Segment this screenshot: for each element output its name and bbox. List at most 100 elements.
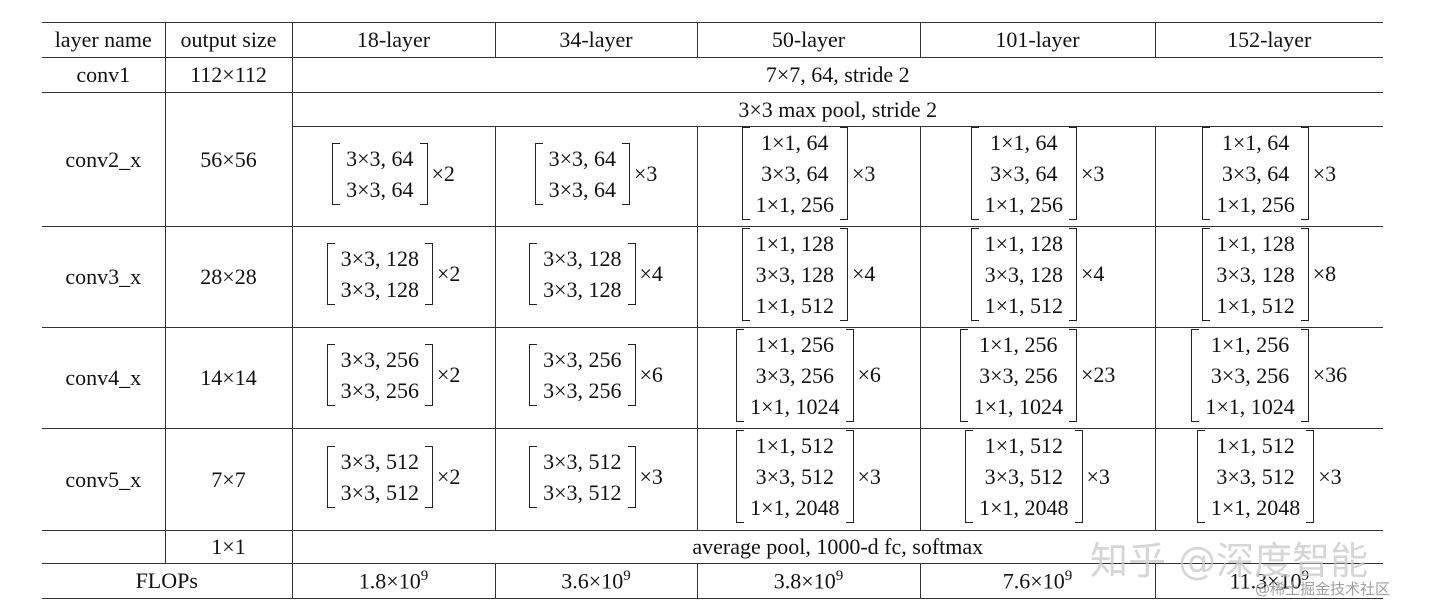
block-line: 3×3, 64	[548, 176, 616, 202]
block-line: 3×3, 64	[1221, 161, 1290, 186]
block-cell: 1×1, 256 3×3, 256 1×1, 1024 ×36	[1155, 327, 1383, 429]
bracket-left	[534, 142, 543, 205]
block-cell: 1×1, 64 3×3, 64 1×1, 256 ×3	[920, 126, 1156, 227]
block-cell: 1×1, 128 3×3, 128 1×1, 512 ×4	[697, 226, 921, 328]
flops-base: 11.3×10	[1229, 568, 1302, 594]
block-line: 3×3, 256	[979, 362, 1058, 388]
table-row: conv3_x 28×28 3×3, 128 3×3, 128 ×2 3×3, 128 3×…	[42, 226, 1383, 328]
bracket-right	[627, 445, 636, 508]
bracket-right	[425, 445, 433, 508]
repeat: ×2	[437, 362, 461, 387]
bracket-right	[1306, 430, 1315, 523]
bracket-right	[419, 142, 428, 205]
flops-exp: 9	[1301, 567, 1310, 584]
bracket-right	[627, 344, 636, 406]
block-lines: 3×3, 128 3×3, 128	[341, 243, 419, 305]
block-line: 1×1, 2048	[750, 495, 840, 520]
repeat: ×6	[639, 362, 663, 387]
bracket-left	[970, 227, 979, 321]
flops-exp: 9	[835, 567, 844, 584]
block-line: 1×1, 512	[1216, 433, 1295, 458]
bracket-left	[529, 243, 538, 305]
block: 3×3, 256 3×3, 256 ×6	[529, 344, 663, 406]
block-line: 1×1, 256	[979, 331, 1058, 357]
block-lines: 1×1, 128 3×3, 128 1×1, 512	[1216, 228, 1294, 321]
empty-cell	[42, 530, 166, 564]
block-cell: 1×1, 512 3×3, 512 1×1, 2048 ×3	[1155, 428, 1383, 531]
watermark: 知乎 @深度智能	[1090, 539, 1369, 583]
bracket-right	[1069, 127, 1077, 220]
output-size: 28×28	[165, 226, 293, 328]
bracket-right	[622, 142, 630, 205]
block-line: 1×1, 1024	[973, 393, 1063, 419]
block-lines: 1×1, 128 3×3, 128 1×1, 512	[756, 228, 834, 321]
block-line: 3×3, 256	[340, 347, 419, 372]
block: 1×1, 512 3×3, 512 1×1, 2048 ×3	[965, 430, 1110, 523]
bracket-left	[736, 430, 745, 523]
bracket-right	[1300, 127, 1309, 220]
block-line: 3×3, 256	[543, 378, 622, 403]
repeat: ×6	[857, 362, 881, 387]
bracket-right	[1300, 227, 1309, 321]
header-cell: 18-layer	[292, 22, 496, 58]
block: 3×3, 64 3×3, 64 ×3	[534, 142, 658, 205]
block-lines: 1×1, 256 3×3, 256 1×1, 1024	[750, 329, 839, 422]
repeat: ×3	[857, 463, 881, 489]
flops-exp: 9	[420, 567, 429, 584]
output-size: 56×56	[165, 92, 293, 227]
block-lines: 1×1, 512 3×3, 512 1×1, 2048	[1211, 430, 1300, 523]
flops-base: 1.8×10	[358, 568, 421, 594]
bracket-right	[845, 430, 854, 523]
block-line: 1×1, 512	[755, 292, 834, 318]
bracket-right	[845, 328, 854, 422]
layer-name: conv1	[42, 57, 166, 93]
bracket-left	[326, 445, 335, 508]
block-line: 3×3, 64	[346, 176, 414, 202]
block-line: 3×3, 256	[1210, 362, 1290, 388]
flops-base: 3.8×10	[773, 568, 836, 594]
block-line: 1×1, 128	[984, 230, 1063, 256]
block-lines: 1×1, 256 3×3, 256 1×1, 1024	[974, 329, 1063, 422]
header-cell: 50-layer	[697, 22, 921, 58]
output-size: 7×7	[165, 428, 293, 531]
block-line: 3×3, 128	[1216, 261, 1295, 287]
bracket-right	[840, 227, 848, 321]
block-cell: 1×1, 256 3×3, 256 1×1, 1024 ×23	[920, 327, 1156, 429]
output-size: 112×112	[165, 57, 293, 93]
block-lines: 3×3, 128 3×3, 128	[543, 243, 621, 305]
flops-value: 7.6×109	[920, 563, 1156, 599]
flops-value: 1.8×109	[292, 563, 496, 599]
table-row: 3×3, 64 3×3, 64 ×2 3×3, 64 3×3, 64 ×3 1×1, 64 3…	[42, 126, 1383, 227]
table-row: conv2_x 56×56 3×3 max pool, stride 2	[42, 92, 1383, 227]
output-size: 1×1	[165, 530, 293, 564]
block: 3×3, 512 3×3, 512 ×2	[326, 445, 460, 508]
block-line: 3×3, 128	[543, 277, 622, 302]
repeat: ×3	[634, 160, 658, 186]
block-line: 1×1, 256	[755, 331, 834, 357]
bracket-left	[1202, 227, 1211, 321]
bracket-left	[741, 227, 750, 321]
block-lines: 1×1, 64 3×3, 64 1×1, 256	[985, 127, 1063, 220]
header-cell: 152-layer	[1155, 22, 1383, 58]
block-line: 1×1, 512	[755, 433, 834, 458]
block-line: 1×1, 512	[1216, 292, 1295, 318]
repeat: ×2	[437, 261, 461, 286]
repeat: ×3	[1312, 160, 1337, 186]
block-lines: 3×3, 512 3×3, 512	[341, 446, 419, 508]
block-cell: 1×1, 512 3×3, 512 1×1, 2048 ×3	[697, 428, 921, 531]
bracket-right	[1300, 328, 1309, 422]
repeat: ×23	[1081, 362, 1116, 387]
table-row: layer name output size 18-layer 34-layer 50-…	[42, 22, 1383, 58]
block-line: 3×3, 256	[340, 378, 419, 403]
block-line: 1×1, 64	[1221, 130, 1290, 155]
block-cell: 3×3, 128 3×3, 128 ×2	[292, 226, 496, 328]
table-row: conv4_x 14×14 3×3, 256 3×3, 256 ×2 3×3, 256 3×…	[42, 327, 1383, 429]
block-line: 3×3, 128	[984, 261, 1063, 287]
block-line: 3×3, 128	[543, 246, 622, 271]
block-cell: 1×1, 64 3×3, 64 1×1, 256 ×3	[697, 126, 921, 227]
bracket-left	[741, 127, 750, 220]
block-cell: 3×3, 512 3×3, 512 ×3	[495, 428, 698, 531]
resnet-table: layer name output size 18-layer 34-layer 50-…	[42, 22, 1383, 599]
block-line: 3×3, 512	[1216, 464, 1295, 489]
